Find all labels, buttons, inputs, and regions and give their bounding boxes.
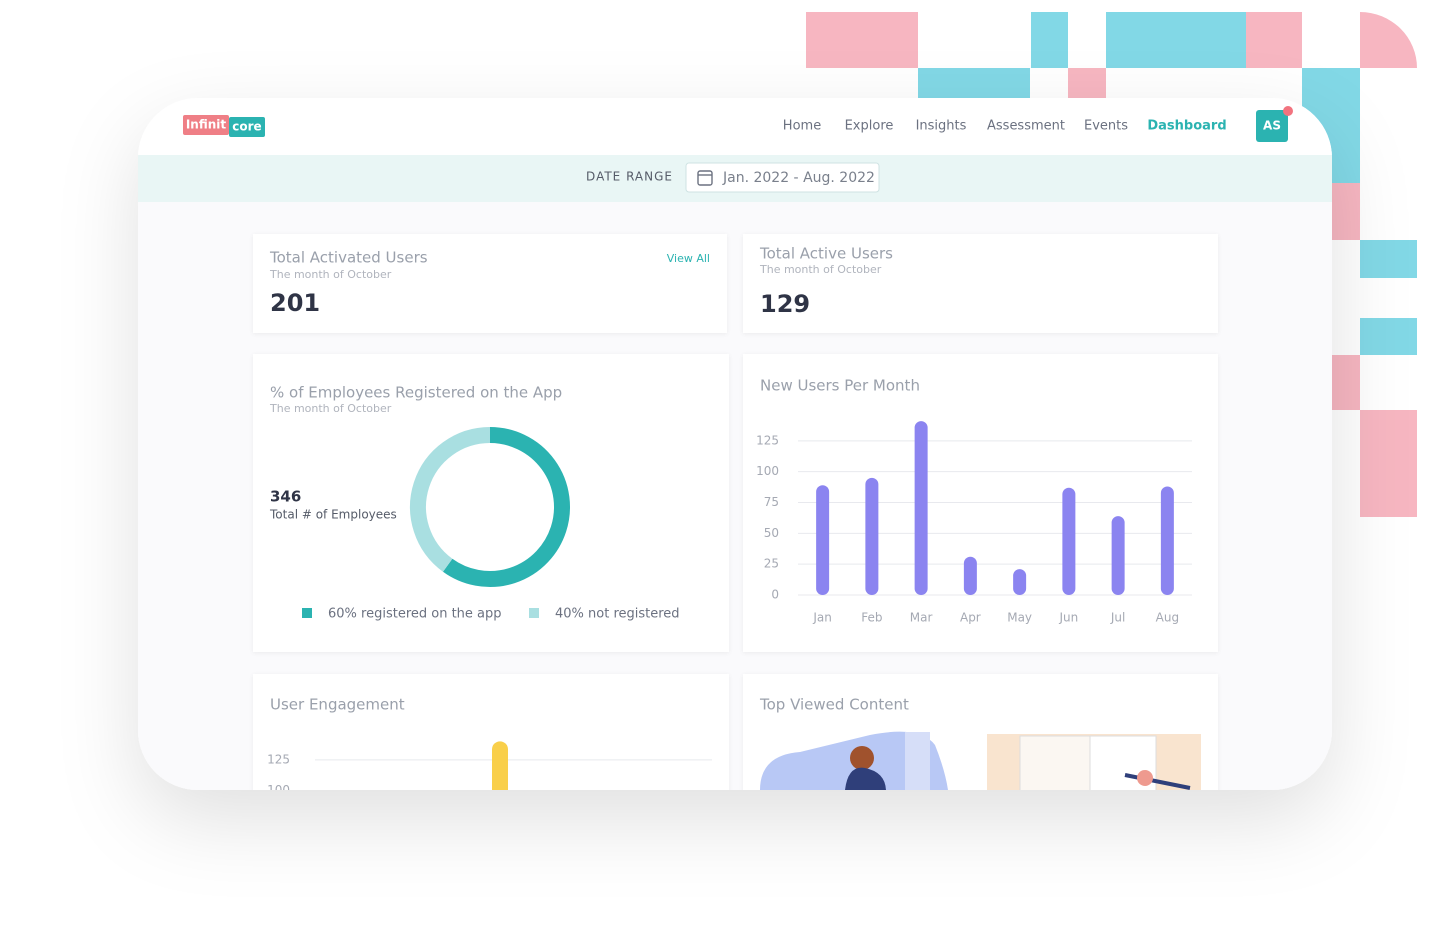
bar — [492, 741, 508, 790]
content-thumbnail[interactable] — [760, 731, 948, 790]
x-tick-label: May — [1007, 611, 1032, 625]
x-tick-label: Jul — [1110, 611, 1125, 625]
card-title: Total Activated Users — [269, 249, 428, 267]
calendar-icon — [697, 170, 713, 186]
content-thumbnail[interactable] — [987, 734, 1201, 794]
x-tick-label: Feb — [861, 611, 882, 625]
header — [138, 98, 1332, 155]
nav-item[interactable]: Home — [783, 119, 821, 134]
y-tick-label: 125 — [267, 752, 290, 766]
decoration — [806, 12, 1417, 517]
legend-swatch — [529, 608, 539, 618]
card-title: Total Active Users — [759, 245, 893, 263]
logo-text: core — [232, 120, 261, 134]
x-tick-label: Mar — [910, 611, 933, 625]
bar — [1062, 487, 1076, 595]
bar-chart: 100 125 — [267, 741, 712, 797]
date-range-label: DATE RANGE — [586, 170, 673, 184]
avatar-initials: AS — [1263, 119, 1281, 133]
nav-item[interactable]: Explore — [845, 119, 894, 134]
bar — [963, 556, 977, 595]
y-tick-label: 125 — [756, 433, 779, 447]
legend-swatch — [302, 608, 312, 618]
x-tick-label: Jun — [1059, 611, 1079, 625]
y-tick-label: 0 — [771, 588, 779, 602]
y-tick-label: 75 — [764, 495, 779, 509]
card — [253, 354, 729, 652]
stat-value: 201 — [270, 289, 320, 317]
card-title: Top Viewed Content — [759, 696, 909, 714]
card-subtitle: The month of October — [269, 402, 392, 415]
app: Infinit core Home Explore Insights Assessme… — [138, 98, 1332, 797]
card — [743, 234, 1218, 333]
card-title: % of Employees Registered on the App — [270, 384, 562, 402]
legend-label: 60% registered on the app — [328, 607, 502, 622]
logo-text: Infinit — [186, 118, 227, 132]
bar — [816, 485, 830, 595]
legend-label: 40% not registered — [555, 607, 680, 622]
card-title: User Engagement — [270, 696, 405, 714]
y-tick-label: 100 — [756, 464, 779, 478]
donut-segment — [442, 427, 570, 587]
stat-value: 129 — [760, 290, 810, 318]
bar — [1160, 486, 1174, 595]
avatar[interactable] — [1256, 110, 1288, 142]
y-tick-label: 100 — [267, 783, 290, 797]
card — [253, 234, 727, 333]
y-tick-label: 50 — [764, 526, 779, 540]
nav: Home Explore Insights Assessment Events Dashb… — [783, 119, 1227, 134]
donut-chart: 60% registered on the app 40% not registe… — [302, 427, 680, 622]
view-all-link[interactable]: View All — [667, 252, 710, 265]
x-tick-label: Apr — [960, 611, 981, 625]
logo-left — [183, 115, 229, 135]
nav-item[interactable]: Events — [1084, 119, 1128, 134]
bar-chart: 0 25 50 75 100 125 Jan Feb Mar Apr May Jun Jul Aug — [756, 421, 1192, 625]
y-tick-label: 25 — [764, 557, 779, 571]
bar — [914, 421, 928, 595]
bar — [1111, 516, 1125, 595]
nav-item[interactable]: Insights — [916, 119, 967, 134]
x-tick-label: Jan — [812, 611, 832, 625]
bar — [865, 477, 879, 595]
nav-item[interactable]: Assessment — [987, 119, 1065, 134]
bar — [1013, 569, 1027, 595]
card-title: New Users Per Month — [760, 377, 920, 395]
nav-item[interactable]: Dashboard — [1147, 119, 1226, 134]
donut-segment — [410, 427, 491, 572]
date-range-value: Jan. 2022 - Aug. 2022 — [722, 170, 875, 186]
logo-right — [229, 117, 265, 137]
card — [253, 674, 729, 790]
card-subtitle: The month of October — [269, 268, 392, 281]
total-label: Total # of Employees — [269, 508, 397, 522]
date-picker[interactable] — [685, 162, 880, 193]
card-subtitle: The month of October — [759, 263, 882, 276]
x-tick-label: Aug — [1156, 611, 1179, 625]
total-value: 346 — [270, 488, 301, 506]
notification-dot — [1283, 106, 1293, 116]
